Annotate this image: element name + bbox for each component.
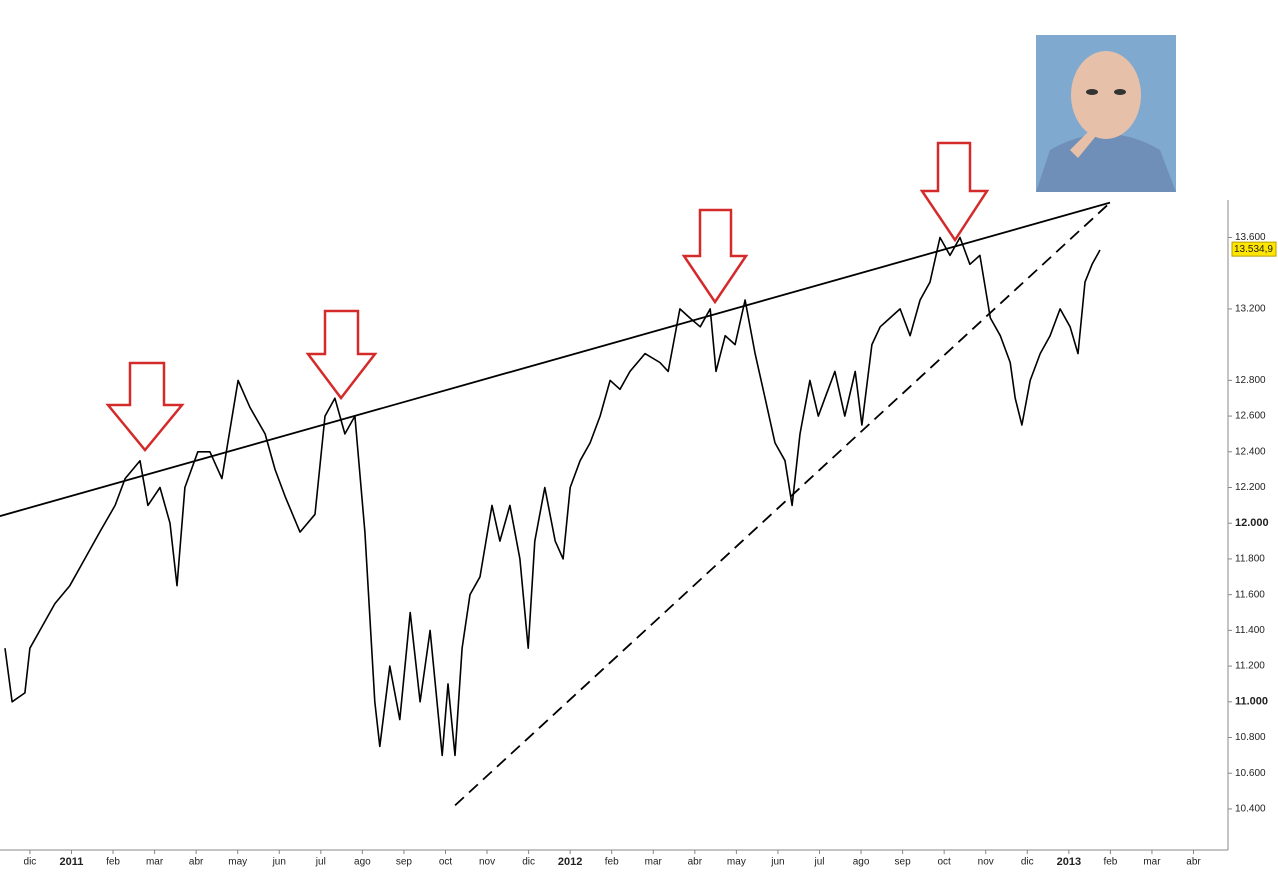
y-tick-label: 10.400 xyxy=(1235,804,1266,815)
x-tick-label: feb xyxy=(106,857,120,868)
x-tick-label: feb xyxy=(1103,857,1117,868)
photo-face xyxy=(1071,51,1141,139)
photo-eye xyxy=(1086,89,1098,95)
arrow xyxy=(105,361,185,452)
arrow xyxy=(305,309,378,401)
y-tick-label: 12.400 xyxy=(1235,446,1266,457)
y-tick-label: 11.200 xyxy=(1235,661,1265,672)
y-tick-label: 12.600 xyxy=(1235,411,1266,422)
price-line xyxy=(4,236,1101,757)
x-tick-label: nov xyxy=(978,857,994,868)
x-tick-label: mar xyxy=(146,857,164,868)
x-tick-label: jun xyxy=(770,857,784,868)
x-tick-label: oct xyxy=(439,857,453,868)
x-tick-label: abr xyxy=(688,857,703,868)
photo-eye xyxy=(1114,89,1126,95)
arrows xyxy=(105,141,990,452)
x-tick-label: jun xyxy=(272,857,286,868)
photo-hand xyxy=(1070,130,1096,158)
y-tick-label: 12.800 xyxy=(1235,375,1266,386)
x-tick-label: sep xyxy=(396,857,413,868)
photo xyxy=(1036,35,1176,192)
last-value-box xyxy=(1231,241,1277,257)
y-tick-label: 13.200 xyxy=(1235,304,1266,315)
y-tick-label: 11.000 xyxy=(1235,696,1268,708)
x-tick-label: ago xyxy=(853,857,870,868)
photo-suit xyxy=(1036,134,1176,192)
x-tick-label: abr xyxy=(1186,857,1201,868)
x-tick-label: jul xyxy=(813,857,824,868)
x-tick-label: oct xyxy=(937,857,951,868)
x-tick-label: dic xyxy=(522,857,535,868)
x-tick-label: nov xyxy=(479,857,495,868)
y-tick-label: 11.400 xyxy=(1235,625,1265,636)
arrow xyxy=(919,141,990,243)
y-tick-label: 11.800 xyxy=(1235,554,1265,565)
x-tick-label: dic xyxy=(1021,857,1034,868)
x-tick-label: sep xyxy=(895,857,912,868)
y-tick-label: 12.200 xyxy=(1235,482,1266,493)
x-tick-label: mar xyxy=(645,857,663,868)
y-tick-label: 12.000 xyxy=(1235,517,1269,529)
y-tick-label: 13.600 xyxy=(1235,232,1266,243)
y-tick-label: 10.600 xyxy=(1235,768,1266,779)
x-tick-label: feb xyxy=(605,857,619,868)
last-value-label: 13.534,9 xyxy=(1234,244,1273,255)
trendline xyxy=(454,202,1111,807)
x-tick-label: 2012 xyxy=(558,856,582,868)
x-tick-label: dic xyxy=(24,857,37,868)
x-tick-label: mar xyxy=(1143,857,1161,868)
x-tick-label: jul xyxy=(315,857,326,868)
y-tick-label: 10.800 xyxy=(1235,732,1266,743)
x-tick-label: abr xyxy=(189,857,204,868)
y-tick-label: 11.600 xyxy=(1235,589,1265,600)
x-tick-label: may xyxy=(228,857,247,868)
x-tick-label: may xyxy=(727,857,746,868)
x-tick-label: 2013 xyxy=(1057,856,1081,868)
x-tick-label: ago xyxy=(354,857,371,868)
trendline xyxy=(0,201,1111,517)
arrow xyxy=(681,208,749,305)
x-tick-label: 2011 xyxy=(60,856,84,868)
